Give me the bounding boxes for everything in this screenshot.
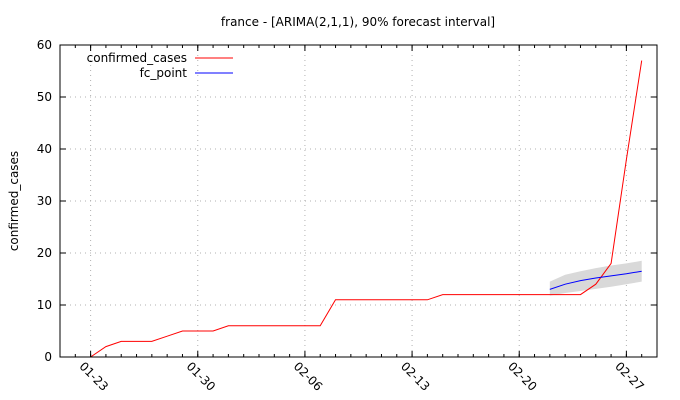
legend-label-confirmed-cases: confirmed_cases — [87, 51, 187, 65]
y-tick-label: 40 — [37, 142, 52, 156]
x-tick-label: 01-30 — [184, 359, 219, 394]
x-tick-label: 01-23 — [76, 359, 111, 394]
chart-title: france - [ARIMA(2,1,1), 90% forecast int… — [221, 15, 495, 29]
series-line-fc-point — [549, 270, 642, 290]
y-tick-label: 10 — [37, 298, 52, 312]
y-tick-label: 0 — [44, 350, 52, 364]
plot-frame — [59, 44, 658, 358]
legend-label-fc-point: fc_point — [140, 66, 188, 80]
y-tick-label: 30 — [37, 194, 52, 208]
x-tick-label: 02-27 — [612, 359, 647, 394]
x-tick-label: 02-13 — [398, 359, 433, 394]
x-tick-label: 02-06 — [291, 359, 326, 394]
y-tick-label: 50 — [37, 90, 52, 104]
y-tick-label: 20 — [37, 246, 52, 260]
series-line-confirmed-cases — [90, 60, 643, 358]
y-tick-label: 60 — [37, 38, 52, 52]
y-axis-label: confirmed_cases — [7, 151, 21, 251]
plot-area: 0 10 20 30 40 50 60 01-23 01-30 02-06 02-13 02-20 02… — [37, 38, 658, 394]
x-tick-label: 02-20 — [505, 359, 540, 394]
